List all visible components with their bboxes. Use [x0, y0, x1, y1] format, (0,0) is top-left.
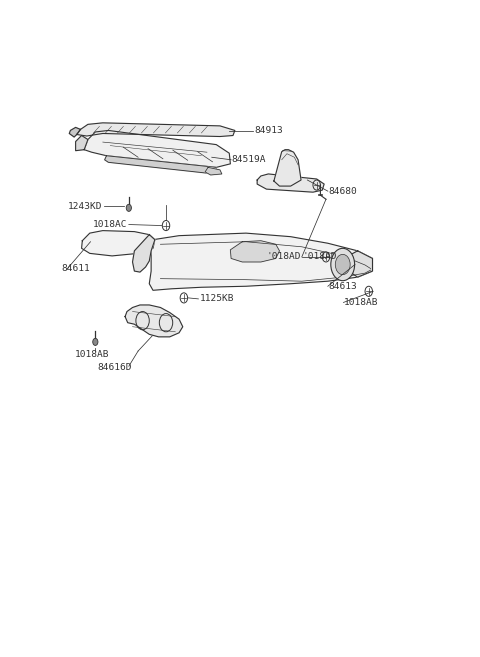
Circle shape: [126, 204, 132, 212]
Text: 1125KB: 1125KB: [200, 294, 234, 304]
Text: 84519A: 84519A: [232, 155, 266, 164]
Polygon shape: [77, 123, 235, 137]
Polygon shape: [125, 305, 183, 337]
Text: 84611: 84611: [62, 264, 91, 273]
Text: '018AD: '018AD: [303, 252, 337, 261]
Text: '018AD: '018AD: [266, 252, 301, 261]
Polygon shape: [105, 156, 216, 174]
Polygon shape: [348, 251, 372, 277]
Text: 1243KD: 1243KD: [67, 202, 102, 211]
Text: 1018AC: 1018AC: [93, 220, 128, 229]
Polygon shape: [274, 150, 301, 186]
Polygon shape: [149, 233, 372, 290]
Circle shape: [335, 254, 350, 275]
Text: 84613: 84613: [329, 282, 357, 291]
Polygon shape: [84, 131, 230, 168]
Text: 84680: 84680: [329, 187, 357, 196]
Polygon shape: [230, 240, 279, 262]
Text: 84616D: 84616D: [97, 363, 132, 372]
Polygon shape: [69, 127, 81, 137]
Polygon shape: [257, 174, 324, 192]
Text: 1018AB: 1018AB: [344, 298, 379, 307]
Polygon shape: [205, 168, 222, 175]
Circle shape: [331, 248, 355, 281]
Polygon shape: [132, 235, 155, 272]
Polygon shape: [76, 135, 88, 150]
Polygon shape: [82, 231, 155, 256]
Circle shape: [93, 338, 98, 346]
Text: 1018AB: 1018AB: [75, 350, 109, 359]
Text: 84913: 84913: [254, 126, 283, 135]
